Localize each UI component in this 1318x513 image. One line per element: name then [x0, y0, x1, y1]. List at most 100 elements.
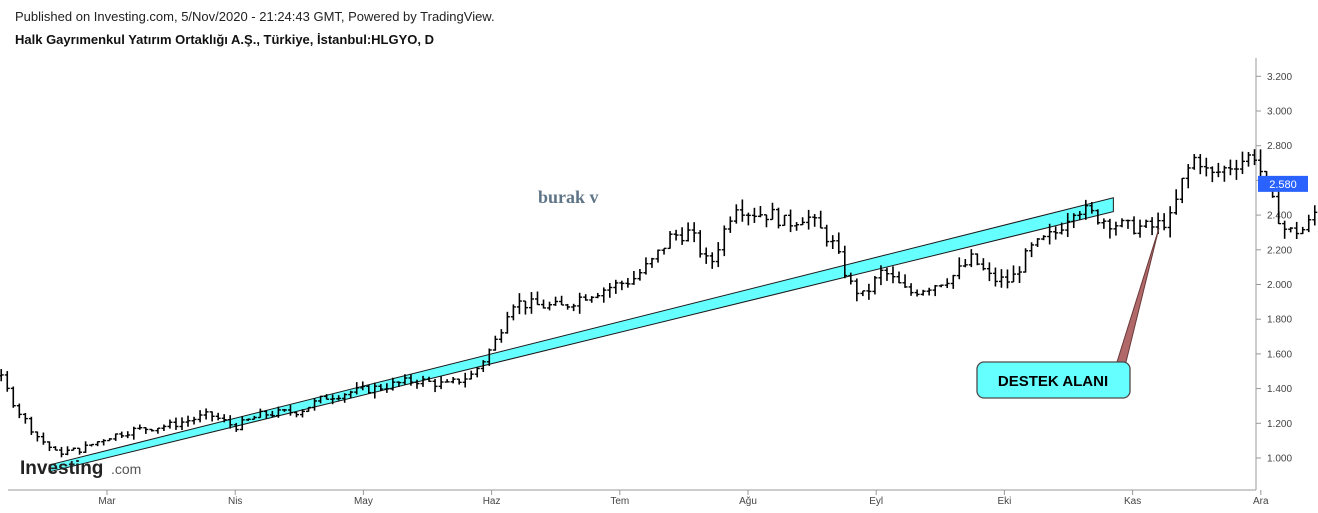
ohlc-bar — [486, 348, 492, 366]
ohlc-bar — [643, 257, 649, 275]
ohlc-bar — [938, 284, 944, 288]
ohlc-bar — [607, 283, 613, 298]
ohlc-bar — [956, 257, 962, 280]
y-tick-label: 1.000 — [1267, 454, 1292, 465]
ohlc-bar — [655, 249, 661, 263]
ohlc-bar — [968, 249, 974, 268]
ohlc-bar — [926, 287, 932, 296]
ohlc-bar — [890, 266, 896, 284]
ohlc-bar — [1023, 248, 1029, 273]
ohlc-bar — [10, 386, 16, 408]
ohlc-bar — [1252, 149, 1258, 166]
y-tick-label: 1.200 — [1267, 419, 1292, 430]
ohlc-bar — [1312, 205, 1318, 226]
ohlc-bar — [1221, 165, 1227, 182]
ohlc-bar — [71, 447, 77, 451]
x-tick-label: Ara — [1253, 496, 1269, 507]
ohlc-bar — [1004, 269, 1010, 289]
ohlc-bar — [547, 301, 553, 311]
ohlc-bar — [806, 209, 812, 230]
ohlc-bar — [1209, 166, 1215, 183]
ohlc-bar — [679, 227, 685, 245]
ohlc-bar — [312, 398, 318, 411]
ohlc-bar — [324, 394, 330, 400]
ohlc-bar — [95, 440, 101, 447]
ohlc-bar — [1173, 189, 1179, 215]
logo-main: Investing — [20, 458, 103, 479]
ohlc-bar — [541, 299, 547, 309]
ohlc-bar — [1276, 188, 1282, 225]
ohlc-bar — [914, 289, 920, 297]
ohlc-bar — [619, 280, 625, 291]
ohlc-bar — [28, 416, 34, 435]
ohlc-bar — [1282, 220, 1288, 239]
ohlc-bar — [595, 292, 601, 299]
ohlc-bar — [107, 438, 113, 442]
ohlc-bar — [866, 283, 872, 300]
ohlc-bar — [456, 378, 462, 385]
ohlc-bar — [1197, 154, 1203, 175]
ohlc-bar — [1149, 217, 1155, 236]
ohlc-bar — [348, 390, 354, 399]
ohlc-bar — [733, 204, 739, 224]
ohlc-bar — [649, 257, 655, 268]
ohlc-bar — [522, 300, 528, 315]
ohlc-bar — [179, 417, 185, 431]
logo-suffix: .com — [111, 461, 141, 477]
axes — [8, 58, 1257, 491]
ohlc-bars — [0, 149, 1318, 458]
ohlc-bar — [854, 278, 860, 302]
ohlc-bar — [685, 222, 691, 242]
ohlc-bar — [245, 418, 251, 421]
ohlc-bar — [233, 422, 239, 432]
ohlc-bar — [143, 427, 149, 434]
ohlc-bar — [794, 222, 800, 231]
ohlc-bar — [287, 405, 293, 416]
ohlc-bar — [155, 427, 161, 434]
last-price-box — [1258, 175, 1308, 192]
y-tick-label: 3.000 — [1267, 107, 1292, 118]
ohlc-bar — [366, 385, 372, 394]
y-tick-label: 3.200 — [1267, 72, 1292, 83]
ohlc-bar — [872, 276, 878, 295]
ohlc-bar — [300, 409, 306, 418]
ohlc-bar — [462, 372, 468, 388]
ohlc-bar — [161, 424, 167, 431]
ohlc-bar — [444, 379, 450, 383]
y-tick-label: 1.800 — [1267, 315, 1292, 326]
y-tick-label: 1.400 — [1267, 384, 1292, 395]
ohlc-bar — [1041, 235, 1047, 241]
ohlc-bar — [492, 335, 498, 351]
ohlc-bar — [360, 381, 366, 391]
ohlc-bar — [101, 439, 107, 446]
ohlc-bar — [757, 206, 763, 218]
ohlc-bar — [812, 214, 818, 227]
ohlc-bar — [721, 225, 727, 257]
ohlc-bar — [1017, 266, 1023, 284]
ohlc-bar — [920, 289, 926, 296]
ohlc-bar — [432, 378, 438, 393]
annotation-text: burak v — [538, 187, 599, 207]
ohlc-bar — [974, 253, 980, 266]
ohlc-bar — [4, 371, 10, 392]
ohlc-bar — [709, 252, 715, 269]
ohlc-bar — [534, 291, 540, 306]
ohlc-bar — [782, 214, 788, 227]
ohlc-bar — [131, 426, 137, 440]
ohlc-bar — [1245, 151, 1251, 167]
ohlc-bar — [40, 432, 46, 445]
x-tick-label: Nis — [228, 496, 242, 507]
ohlc-bar — [848, 272, 854, 285]
ohlc-bar — [0, 369, 4, 382]
ohlc-bar — [125, 431, 131, 439]
ohlc-bar — [980, 258, 986, 271]
ohlc-bar — [1119, 218, 1125, 228]
y-tick-label: 2.200 — [1267, 245, 1292, 256]
ohlc-bar — [842, 245, 848, 279]
y-tick-label: 1.600 — [1267, 349, 1292, 360]
ohlc-bar — [818, 210, 824, 229]
ohlc-bar — [559, 295, 565, 306]
ohlc-bar — [227, 415, 233, 429]
callout: DESTEK ALANI — [976, 227, 1160, 399]
ohlc-bar — [1233, 159, 1239, 180]
